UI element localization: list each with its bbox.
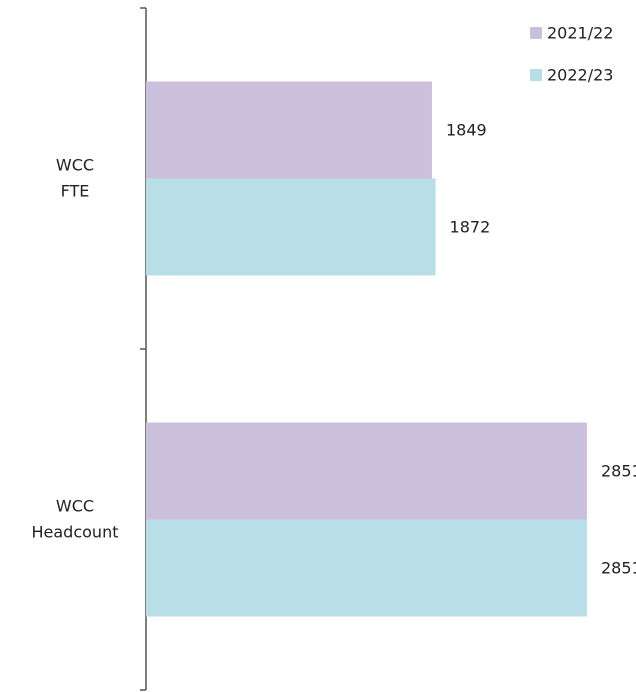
category-label-line: WCC — [56, 155, 94, 174]
category-label: WCC Headcount — [32, 496, 119, 541]
bar — [146, 81, 432, 179]
legend-label: 2022/23 — [547, 66, 613, 85]
legend-swatch — [530, 27, 542, 39]
category-label-line: Headcount — [32, 522, 119, 541]
category-label-line: FTE — [61, 181, 90, 200]
bar — [146, 519, 587, 617]
category-label-line: WCC — [56, 496, 94, 515]
value-label: 2851 — [601, 462, 636, 481]
value-label: 1849 — [446, 121, 487, 140]
category-label: WCC FTE — [56, 155, 94, 200]
legend-label: 2021/22 — [547, 24, 613, 43]
value-label: 2851 — [601, 559, 636, 578]
bar — [146, 178, 436, 276]
bar — [146, 422, 587, 520]
legend-swatch — [530, 69, 542, 81]
value-label: 1872 — [450, 218, 491, 237]
